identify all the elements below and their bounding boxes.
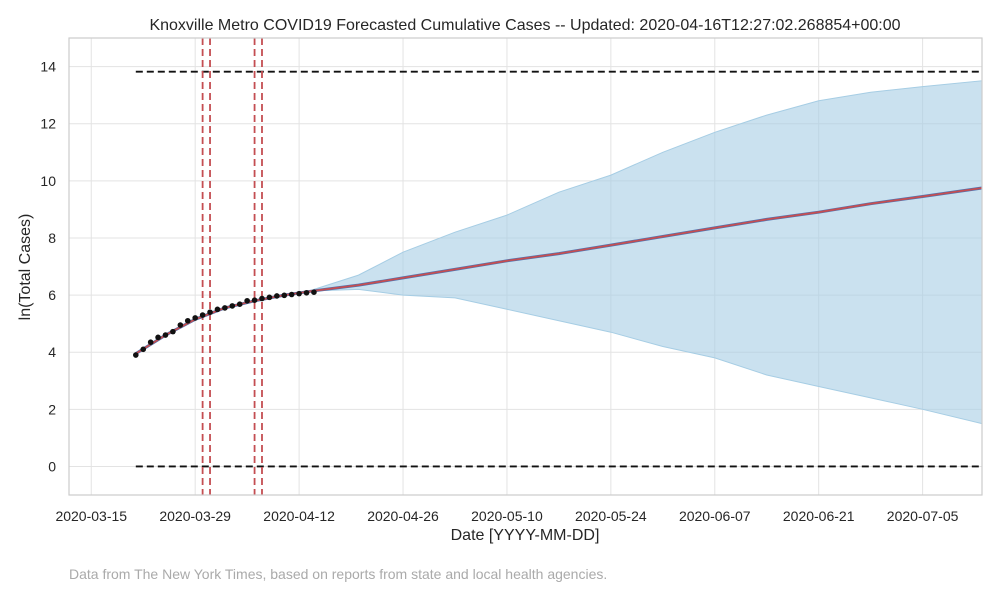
x-tick-label: 2020-06-21 [783, 508, 855, 524]
x-tick-label: 2020-05-24 [575, 508, 647, 524]
observed-point [133, 352, 139, 358]
observed-point [288, 291, 295, 298]
horizontal-reference-lines [135, 70, 982, 468]
observed-point [281, 292, 288, 299]
observed-point [303, 289, 310, 296]
y-tick-label: 14 [40, 59, 56, 75]
observed-point [192, 315, 198, 321]
observed-point [170, 328, 176, 335]
observed-point [251, 297, 258, 304]
x-axis-label: Date [YYYY-MM-DD] [451, 527, 600, 544]
y-tick-label: 8 [48, 230, 56, 246]
footer-note: Data from The New York Times, based on r… [69, 566, 607, 582]
vertical-reference-lines [201, 38, 263, 495]
observed-point [266, 294, 273, 301]
x-tick-label: 2020-05-10 [471, 508, 543, 524]
observed-point [296, 290, 302, 297]
observed-point [259, 295, 265, 302]
chart-title: Knoxville Metro COVID19 Forecasted Cumul… [149, 17, 900, 34]
y-axis-label: ln(Total Cases) [17, 214, 34, 321]
x-tick-label: 2020-03-29 [159, 508, 231, 524]
observed-point [222, 305, 228, 311]
y-tick-label: 12 [40, 116, 56, 132]
plot-frame [68, 37, 983, 496]
y-tick-label: 6 [48, 287, 56, 303]
observed-points [133, 289, 317, 358]
x-tick-label: 2020-06-07 [679, 508, 751, 524]
x-tick-label: 2020-07-05 [887, 508, 959, 524]
observed-point [162, 332, 169, 338]
confidence-band [313, 80, 983, 425]
x-tick-label: 2020-04-26 [367, 508, 439, 524]
observed-point [274, 293, 280, 299]
x-axis-ticks: 2020-03-15 2020-03-29 2020-04-12 2020-04-26… [55, 508, 958, 524]
x-tick-label: 2020-04-12 [263, 508, 335, 524]
observed-point [311, 289, 317, 296]
y-tick-label: 0 [48, 458, 56, 474]
observed-point [155, 334, 161, 341]
observed-point [199, 312, 206, 318]
observed-point [140, 346, 147, 353]
y-tick-label: 4 [48, 344, 56, 360]
y-tick-label: 10 [40, 173, 56, 189]
observed-point [214, 306, 221, 313]
observed-point [207, 309, 213, 316]
observed-point [184, 317, 191, 324]
y-axis-ticks: 0 2 4 6 8 10 12 14 [40, 59, 56, 475]
y-tick-label: 2 [48, 401, 56, 417]
x-tick-label: 2020-03-15 [55, 508, 127, 524]
confidence-band-layer [313, 80, 983, 425]
observed-point [229, 303, 236, 309]
observed-point [147, 339, 154, 345]
observed-point [236, 301, 243, 308]
observed-point [244, 297, 250, 304]
observed-point [177, 322, 184, 328]
